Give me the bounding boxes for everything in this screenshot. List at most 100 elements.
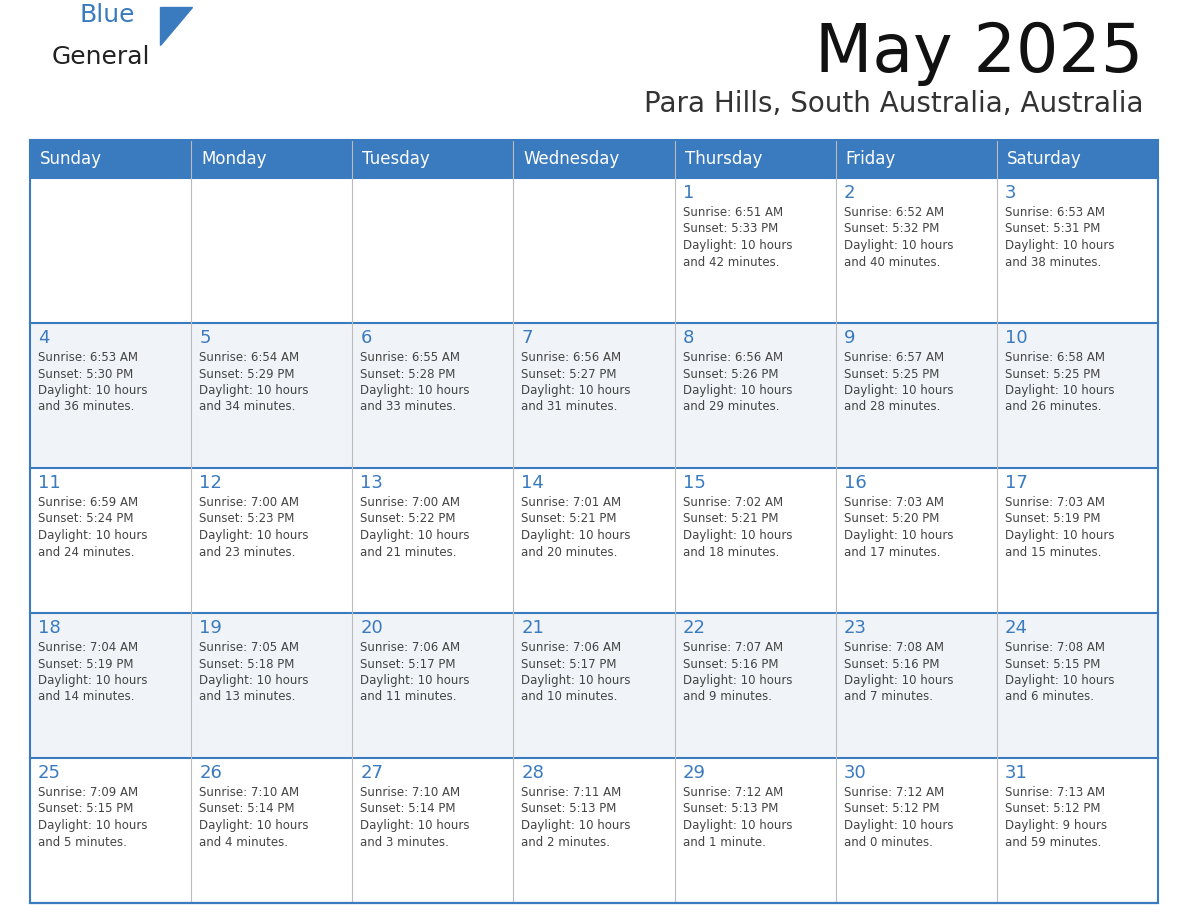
Text: Daylight: 10 hours: Daylight: 10 hours (200, 674, 309, 687)
Text: and 31 minutes.: and 31 minutes. (522, 400, 618, 413)
Text: and 29 minutes.: and 29 minutes. (683, 400, 779, 413)
Text: Tuesday: Tuesday (362, 150, 430, 168)
Text: Daylight: 10 hours: Daylight: 10 hours (1005, 529, 1114, 542)
Text: and 20 minutes.: and 20 minutes. (522, 545, 618, 558)
Text: and 17 minutes.: and 17 minutes. (843, 545, 940, 558)
Text: 18: 18 (38, 619, 61, 637)
Text: Sunrise: 6:51 AM: Sunrise: 6:51 AM (683, 206, 783, 219)
Text: Thursday: Thursday (684, 150, 762, 168)
Text: Sunset: 5:24 PM: Sunset: 5:24 PM (38, 512, 133, 525)
Text: Daylight: 10 hours: Daylight: 10 hours (522, 384, 631, 397)
Text: 8: 8 (683, 329, 694, 347)
Text: Sunrise: 7:03 AM: Sunrise: 7:03 AM (843, 496, 943, 509)
Text: Monday: Monday (201, 150, 266, 168)
Text: 3: 3 (1005, 184, 1017, 202)
Text: Sunset: 5:29 PM: Sunset: 5:29 PM (200, 367, 295, 380)
Text: Sunrise: 7:10 AM: Sunrise: 7:10 AM (360, 786, 461, 799)
Text: 1: 1 (683, 184, 694, 202)
Text: and 0 minutes.: and 0 minutes. (843, 835, 933, 848)
Text: Daylight: 10 hours: Daylight: 10 hours (522, 819, 631, 832)
Text: Sunset: 5:33 PM: Sunset: 5:33 PM (683, 222, 778, 236)
Text: Sunday: Sunday (40, 150, 102, 168)
Text: 16: 16 (843, 474, 866, 492)
Text: 2: 2 (843, 184, 855, 202)
Text: Sunrise: 6:56 AM: Sunrise: 6:56 AM (683, 351, 783, 364)
Text: Sunset: 5:15 PM: Sunset: 5:15 PM (1005, 657, 1100, 670)
Text: Daylight: 10 hours: Daylight: 10 hours (200, 384, 309, 397)
Text: and 15 minutes.: and 15 minutes. (1005, 545, 1101, 558)
Text: Daylight: 10 hours: Daylight: 10 hours (843, 674, 953, 687)
Text: 6: 6 (360, 329, 372, 347)
Text: Sunset: 5:17 PM: Sunset: 5:17 PM (360, 657, 456, 670)
Text: Wednesday: Wednesday (524, 150, 620, 168)
Text: Sunset: 5:19 PM: Sunset: 5:19 PM (1005, 512, 1100, 525)
Text: 10: 10 (1005, 329, 1028, 347)
Text: Daylight: 10 hours: Daylight: 10 hours (360, 529, 469, 542)
Text: Sunset: 5:12 PM: Sunset: 5:12 PM (843, 802, 940, 815)
Text: Sunset: 5:17 PM: Sunset: 5:17 PM (522, 657, 617, 670)
Text: and 5 minutes.: and 5 minutes. (38, 835, 127, 848)
Text: 9: 9 (843, 329, 855, 347)
Text: Daylight: 10 hours: Daylight: 10 hours (200, 819, 309, 832)
Text: 5: 5 (200, 329, 210, 347)
Text: 30: 30 (843, 764, 866, 782)
Text: General: General (52, 45, 151, 69)
Text: Sunrise: 6:53 AM: Sunrise: 6:53 AM (38, 351, 138, 364)
Text: Sunset: 5:13 PM: Sunset: 5:13 PM (683, 802, 778, 815)
Text: Sunrise: 6:56 AM: Sunrise: 6:56 AM (522, 351, 621, 364)
Text: Sunrise: 6:58 AM: Sunrise: 6:58 AM (1005, 351, 1105, 364)
Text: Sunrise: 7:07 AM: Sunrise: 7:07 AM (683, 641, 783, 654)
Text: and 13 minutes.: and 13 minutes. (200, 690, 296, 703)
Text: 31: 31 (1005, 764, 1028, 782)
Text: Sunrise: 7:03 AM: Sunrise: 7:03 AM (1005, 496, 1105, 509)
Text: Sunset: 5:32 PM: Sunset: 5:32 PM (843, 222, 939, 236)
Text: Daylight: 10 hours: Daylight: 10 hours (683, 529, 792, 542)
Text: and 11 minutes.: and 11 minutes. (360, 690, 456, 703)
Text: and 6 minutes.: and 6 minutes. (1005, 690, 1094, 703)
Text: Daylight: 10 hours: Daylight: 10 hours (1005, 384, 1114, 397)
Text: and 26 minutes.: and 26 minutes. (1005, 400, 1101, 413)
Text: Sunrise: 7:08 AM: Sunrise: 7:08 AM (843, 641, 943, 654)
Text: 26: 26 (200, 764, 222, 782)
Text: Sunrise: 6:57 AM: Sunrise: 6:57 AM (843, 351, 943, 364)
Text: Daylight: 10 hours: Daylight: 10 hours (683, 239, 792, 252)
Text: Sunrise: 6:55 AM: Sunrise: 6:55 AM (360, 351, 460, 364)
Text: Sunrise: 7:01 AM: Sunrise: 7:01 AM (522, 496, 621, 509)
Text: and 23 minutes.: and 23 minutes. (200, 545, 296, 558)
Text: Sunrise: 7:09 AM: Sunrise: 7:09 AM (38, 786, 138, 799)
Text: and 1 minute.: and 1 minute. (683, 835, 765, 848)
Text: 28: 28 (522, 764, 544, 782)
Text: and 9 minutes.: and 9 minutes. (683, 690, 771, 703)
Text: Sunset: 5:28 PM: Sunset: 5:28 PM (360, 367, 456, 380)
Text: Sunset: 5:14 PM: Sunset: 5:14 PM (200, 802, 295, 815)
Text: Sunset: 5:14 PM: Sunset: 5:14 PM (360, 802, 456, 815)
Text: Sunrise: 7:06 AM: Sunrise: 7:06 AM (360, 641, 461, 654)
Text: Sunrise: 7:02 AM: Sunrise: 7:02 AM (683, 496, 783, 509)
Text: and 40 minutes.: and 40 minutes. (843, 255, 940, 268)
Bar (30, 323, 1158, 468)
Text: 4: 4 (38, 329, 50, 347)
Text: and 10 minutes.: and 10 minutes. (522, 690, 618, 703)
Text: 20: 20 (360, 619, 383, 637)
Text: 14: 14 (522, 474, 544, 492)
Text: Daylight: 10 hours: Daylight: 10 hours (843, 529, 953, 542)
Text: Daylight: 10 hours: Daylight: 10 hours (200, 529, 309, 542)
Bar (30, 468, 1158, 613)
Text: Sunset: 5:30 PM: Sunset: 5:30 PM (38, 367, 133, 380)
Text: and 59 minutes.: and 59 minutes. (1005, 835, 1101, 848)
Text: Sunset: 5:18 PM: Sunset: 5:18 PM (200, 657, 295, 670)
Text: Daylight: 10 hours: Daylight: 10 hours (683, 819, 792, 832)
Bar (30, 758, 1158, 903)
Text: Daylight: 10 hours: Daylight: 10 hours (843, 239, 953, 252)
Text: Daylight: 10 hours: Daylight: 10 hours (522, 529, 631, 542)
Text: Daylight: 10 hours: Daylight: 10 hours (1005, 239, 1114, 252)
Text: and 18 minutes.: and 18 minutes. (683, 545, 779, 558)
Text: and 24 minutes.: and 24 minutes. (38, 545, 134, 558)
Text: 17: 17 (1005, 474, 1028, 492)
Bar (30, 140, 1158, 903)
Text: 13: 13 (360, 474, 384, 492)
Text: Friday: Friday (846, 150, 896, 168)
Text: and 2 minutes.: and 2 minutes. (522, 835, 611, 848)
Text: Daylight: 10 hours: Daylight: 10 hours (360, 819, 469, 832)
Text: and 14 minutes.: and 14 minutes. (38, 690, 134, 703)
